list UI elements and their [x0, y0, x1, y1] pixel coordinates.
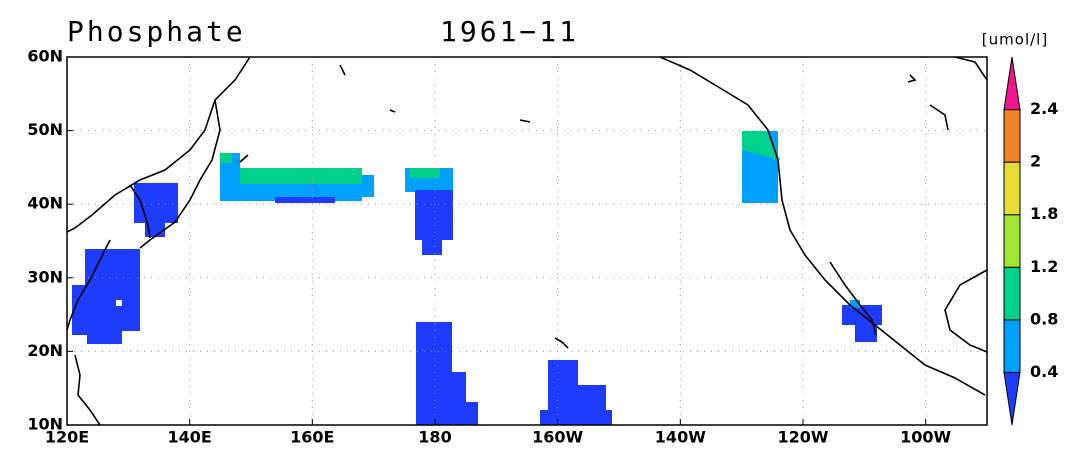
colorbar-label: 2.4 [1030, 99, 1058, 118]
colorbar-box [1003, 319, 1021, 373]
lon-tick-label: 160W [532, 428, 583, 447]
title: Phosphate [67, 15, 246, 48]
colorbar-label: 1.8 [1030, 204, 1058, 223]
date: 1961−11 [440, 15, 579, 48]
lon-tick-label: 120W [777, 428, 828, 447]
colorbar-box [1003, 109, 1021, 163]
map-frame [66, 56, 988, 426]
lat-tick-label: 60N [27, 47, 63, 66]
colorbar-triangle [1003, 56, 1021, 111]
lon-tick-label: 140E [168, 428, 212, 447]
lon-tick-label: 100W [900, 428, 951, 447]
lat-tick-label: 10N [27, 415, 63, 434]
data-patches [72, 131, 882, 425]
colorbar-box [1003, 161, 1021, 216]
colorbar: 0.4 0.8 1.2 1.8 2 2.4 [1003, 56, 1058, 426]
lon-tick-label: 120E [45, 428, 89, 447]
colorbar-label: 0.8 [1030, 309, 1058, 328]
colorbar-box [1003, 266, 1021, 321]
colorbar-triangle [1003, 371, 1021, 426]
lon-tick-label: 160E [290, 428, 334, 447]
colorbar-box [1003, 214, 1021, 268]
lat-tick-label: 50N [27, 120, 63, 139]
colorbar-label: 1.2 [1030, 257, 1058, 276]
grid [66, 56, 987, 426]
lat-tick-label: 20N [27, 341, 63, 360]
lat-tick-label: 30N [27, 267, 63, 286]
coastlines [66, 56, 988, 426]
lon-tick-label: 140W [655, 428, 706, 447]
lon-tick-label: 180 [418, 428, 451, 447]
colorbar-label: 0.4 [1030, 362, 1058, 381]
lat-tick-label: 40N [27, 194, 63, 213]
units: [umol/l] [982, 31, 1048, 49]
colorbar-label: 2 [1030, 152, 1041, 171]
